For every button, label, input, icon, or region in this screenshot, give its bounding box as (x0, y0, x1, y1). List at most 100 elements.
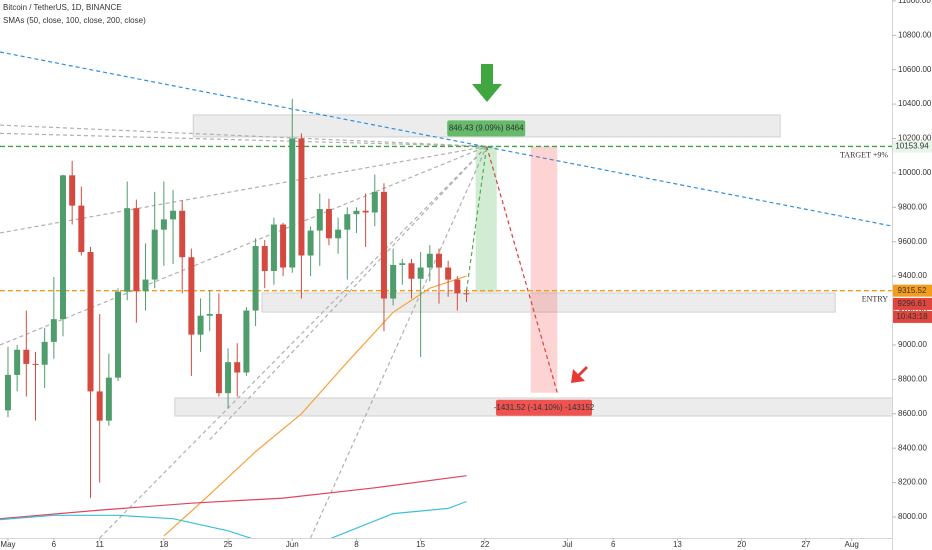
candle-body (426, 253, 433, 268)
candle-body (353, 210, 360, 215)
target-price-label-box (893, 140, 932, 153)
x-tick-label: 22 (480, 540, 489, 549)
moving-average (0, 475, 467, 520)
candle-body (160, 219, 167, 230)
candle-body (307, 230, 314, 256)
red-arrow (571, 366, 588, 383)
trendline (0, 51, 892, 227)
last-price-label-box (893, 297, 932, 310)
x-tick-label: 25 (224, 540, 233, 549)
level-label: TARGET +9% (840, 150, 888, 159)
candle-body (133, 208, 140, 292)
candle-body (78, 205, 85, 253)
candle-body (197, 315, 204, 335)
long-label: 846.43 (9.09%) 8464 (449, 124, 524, 133)
candle-body (105, 377, 112, 421)
x-tick-label: May (0, 540, 15, 549)
long-position (475, 146, 497, 293)
candle-body (390, 264, 397, 299)
y-tick-label: 8200.00 (898, 478, 927, 487)
candle-body (445, 267, 452, 280)
candle-body (316, 209, 323, 231)
trendline (465, 146, 488, 291)
candle-body (435, 253, 442, 268)
candle-body (69, 175, 76, 206)
y-tick-label: 8000.00 (898, 512, 927, 521)
candle-body (270, 224, 277, 271)
x-tick-label: 8 (354, 540, 359, 549)
x-tick-label: 6 (52, 540, 57, 549)
candle-body (87, 252, 94, 392)
candle-body (215, 313, 222, 394)
candle-body (408, 263, 415, 279)
x-tick-label: 18 (159, 540, 168, 549)
y-tick-label: 11000.00 (898, 0, 931, 5)
candle-body (280, 224, 287, 268)
trendline (0, 145, 487, 234)
candle-body (261, 246, 268, 271)
level-label: ENTRY (862, 295, 888, 304)
candle-body (115, 291, 122, 378)
trendline (209, 146, 488, 440)
candle-body (325, 209, 332, 239)
x-tick-label: 20 (737, 540, 746, 549)
candle-body (289, 138, 296, 268)
y-tick-label: 10800.00 (898, 30, 932, 39)
candle-body (124, 208, 131, 292)
y-tick-label: 9800.00 (898, 202, 927, 211)
candle-body (188, 257, 195, 335)
moving-average (163, 275, 467, 537)
candle-body (380, 191, 387, 299)
short-position (530, 146, 558, 393)
y-tick-label: 9000.00 (898, 340, 927, 349)
candle-body (179, 210, 186, 258)
candle-body (23, 349, 30, 364)
short-label: -1431.52 (-14.10%) -143152 (494, 403, 595, 412)
trendline (310, 146, 488, 538)
y-tick-label: 10000.00 (898, 168, 932, 177)
countdown-label-box (893, 310, 932, 323)
candle-body (371, 191, 378, 213)
x-tick-label: 6 (611, 540, 616, 549)
x-tick-label: Aug (845, 540, 859, 549)
countdown-label: 10:43:18 (896, 312, 928, 321)
candle-body (60, 175, 67, 320)
candle-body (252, 246, 259, 311)
x-tick-label: 15 (416, 540, 425, 549)
trendline (0, 145, 487, 346)
x-tick-label: Jul (562, 540, 572, 549)
x-tick-label: 13 (673, 540, 682, 549)
candle-body (225, 362, 232, 394)
trendline (99, 146, 488, 538)
candle-body (50, 319, 57, 342)
trendline (486, 146, 558, 393)
candle-body (417, 267, 424, 279)
y-tick-label: 10400.00 (898, 99, 932, 108)
y-tick-label: 9600.00 (898, 237, 927, 246)
y-tick-label: 9200.00 (898, 306, 927, 315)
x-tick-label: Jun (286, 540, 299, 549)
last-price-label: 9296.61 (898, 299, 927, 308)
candle-body (96, 391, 103, 421)
candle-body (41, 341, 48, 365)
y-tick-label: 10200.00 (898, 134, 932, 143)
candle-body (399, 263, 406, 265)
candle-body (243, 310, 250, 373)
candle-body (4, 374, 11, 411)
candle-body (298, 138, 305, 256)
green-arrow (472, 64, 502, 102)
indicator-legend: SMAs (50, close, 100, close, 200, close) (3, 16, 146, 25)
entry-price-label: 9315.52 (898, 286, 927, 295)
candle-body (32, 363, 39, 365)
chart-title: Bitcoin / TetherUS, 1D, BINANCE (3, 3, 122, 12)
candle-body (142, 279, 149, 292)
y-tick-label: 10600.00 (898, 65, 932, 74)
candle-body (206, 313, 213, 316)
candle-body (151, 229, 158, 280)
candle-body (234, 362, 241, 373)
entry-price-label-box (893, 284, 932, 297)
candle-body (362, 210, 369, 213)
candle-body (463, 293, 470, 295)
